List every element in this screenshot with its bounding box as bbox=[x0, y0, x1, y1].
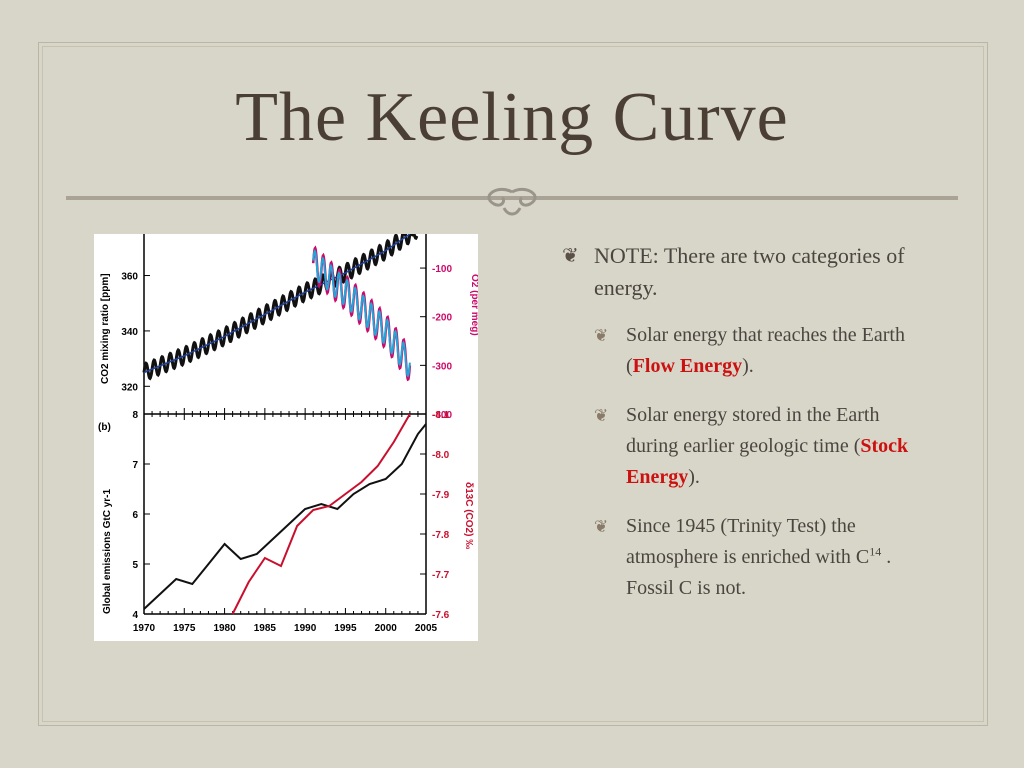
fleuron-icon: ❦ bbox=[594, 406, 609, 425]
bullet-flow-energy: ❦ Solar energy that reaches the Earth (F… bbox=[594, 320, 922, 382]
slide-title: The Keeling Curve bbox=[235, 79, 789, 156]
d13c-ytick-label: -8.0 bbox=[432, 450, 450, 461]
x-tick-label: 1980 bbox=[213, 623, 236, 634]
d13c-ytick-label: -7.8 bbox=[432, 530, 450, 541]
d13c-ylabel: δ13C (CO2) ‰ bbox=[463, 482, 474, 549]
stock-energy-term: Stock Energy bbox=[626, 435, 909, 488]
x-tick-label: 1970 bbox=[133, 623, 156, 634]
flow-energy-term: Flow Energy bbox=[632, 355, 743, 377]
d13c-ytick-label: -7.7 bbox=[432, 570, 450, 581]
fleuron-icon: ❦ bbox=[594, 517, 609, 536]
x-tick-label: 1985 bbox=[254, 623, 277, 634]
fleuron-icon: ❦ bbox=[594, 326, 609, 345]
x-tick-label: 2005 bbox=[415, 623, 438, 634]
keeling-chart: 320 340 360 -100 -200 -300 -400 4 5 6 7 8 -8.1 -8.0 -7… bbox=[98, 234, 478, 634]
co2-ytick-label: 340 bbox=[121, 327, 138, 338]
bullet-stock-energy: ❦ Solar energy stored in the Earth durin… bbox=[594, 400, 922, 493]
ornament-icon bbox=[66, 187, 958, 216]
emissions-ytick-label: 7 bbox=[132, 460, 138, 471]
d13c-ytick-label: -8.1 bbox=[432, 410, 450, 421]
o2-ytick-label: -400 bbox=[432, 410, 452, 421]
fleuron-icon: ❦ bbox=[562, 245, 579, 267]
x-tick-label: 2000 bbox=[375, 623, 398, 634]
bullet-list: ❦ NOTE: There are two categories of ener… bbox=[562, 240, 922, 622]
emissions-series-line bbox=[143, 423, 427, 610]
emissions-ytick-label: 6 bbox=[132, 510, 138, 521]
o2-ylabel: O2 (per meg) bbox=[469, 274, 478, 336]
co2-ylabel: CO2 mixing ratio [ppm] bbox=[100, 273, 111, 384]
o2-ytick-label: -200 bbox=[432, 313, 452, 324]
x-tick-label: 1995 bbox=[334, 623, 357, 634]
emissions-ytick-label: 4 bbox=[132, 610, 138, 621]
bullet-trinity-test: ❦ Since 1945 (Trinity Test) the atmosphe… bbox=[594, 511, 922, 604]
d13c-series-line bbox=[231, 413, 411, 615]
co2-trend-line bbox=[143, 234, 411, 374]
x-tick-label: 1975 bbox=[173, 623, 196, 634]
o2-ytick-label: -300 bbox=[432, 361, 452, 372]
emissions-ytick-label: 8 bbox=[132, 410, 138, 421]
co2-ytick-label: 360 bbox=[121, 272, 138, 283]
d13c-ytick-label: -7.9 bbox=[432, 490, 450, 501]
co2-ytick-label: 320 bbox=[121, 382, 138, 393]
emissions-ytick-label: 5 bbox=[132, 560, 138, 571]
o2-ytick-label: -100 bbox=[432, 264, 452, 275]
bullet-main: ❦ NOTE: There are two categories of ener… bbox=[562, 240, 922, 304]
o2-fit-line bbox=[312, 249, 411, 378]
d13c-ytick-label: -7.6 bbox=[432, 610, 450, 621]
slide-frame bbox=[38, 42, 988, 726]
x-tick-label: 1990 bbox=[294, 623, 317, 634]
keeling-figure: 320 340 360 -100 -200 -300 -400 4 5 6 7 8 -8.1 -8.0 -7… bbox=[94, 234, 478, 641]
panel-b-label: (b) bbox=[98, 422, 111, 433]
emissions-ylabel: Global emissions GtC yr-1 bbox=[102, 489, 113, 614]
